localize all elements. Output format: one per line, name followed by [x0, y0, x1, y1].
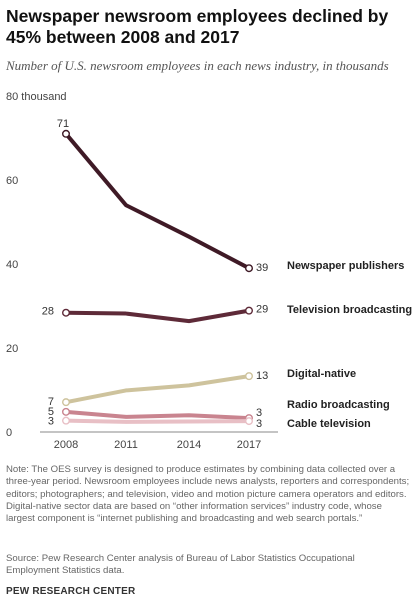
- data-point: [62, 308, 71, 317]
- series-line: [64, 131, 251, 271]
- chart-source: Source: Pew Research Center analysis of …: [6, 553, 355, 577]
- data-label: 5: [48, 406, 54, 418]
- series-name-label: Radio broadcasting: [287, 399, 390, 411]
- y-tick-label: 40: [6, 259, 18, 271]
- y-tick-label: 80 thousand: [6, 91, 67, 103]
- x-tick-label: 2017: [237, 439, 261, 451]
- data-label: 71: [57, 118, 69, 130]
- series-line: [64, 308, 251, 324]
- data-point: [244, 372, 253, 381]
- y-tick-label: 20: [6, 343, 18, 355]
- x-tick-label: 2011: [114, 439, 138, 451]
- data-point: [62, 129, 71, 138]
- data-label: 3: [48, 416, 54, 428]
- data-point: [244, 306, 253, 315]
- brand-logo-text: PEW RESEARCH CENTER: [6, 586, 136, 597]
- series-name-label: Cable television: [287, 418, 371, 430]
- chart-note: Note: The OES survey is designed to prod…: [6, 464, 410, 525]
- data-point: [244, 264, 253, 273]
- series-line: [64, 418, 251, 424]
- series-name-label: Newspaper publishers: [287, 260, 404, 272]
- data-label: 29: [256, 304, 268, 316]
- y-tick-label: 0: [6, 427, 12, 439]
- series-line: [64, 374, 251, 405]
- chart-title: Newspaper newsroom employees declined by…: [6, 6, 389, 47]
- y-tick-label: 60: [6, 175, 18, 187]
- line-chart: 0 20 40 60 80 thousand 2008 2011 2014 2017 71 39 Ne…: [6, 91, 412, 451]
- x-tick-label: 2008: [54, 439, 78, 451]
- series-name-label: Digital-native: [287, 368, 356, 380]
- data-label: 3: [256, 418, 262, 430]
- data-label: 28: [42, 306, 54, 318]
- data-point: [62, 407, 71, 416]
- chart-subtitle: Number of U.S. newsroom employees in eac…: [6, 58, 389, 73]
- series-name-label: Television broadcasting: [287, 304, 412, 316]
- data-label: 7: [48, 396, 54, 408]
- data-label: 13: [256, 370, 268, 382]
- data-point: [62, 398, 71, 407]
- data-point: [62, 416, 71, 425]
- data-label: 39: [256, 262, 268, 274]
- x-tick-label: 2014: [177, 439, 201, 451]
- series-line: [64, 409, 251, 421]
- data-point: [244, 417, 253, 426]
- data-label: 3: [256, 407, 262, 419]
